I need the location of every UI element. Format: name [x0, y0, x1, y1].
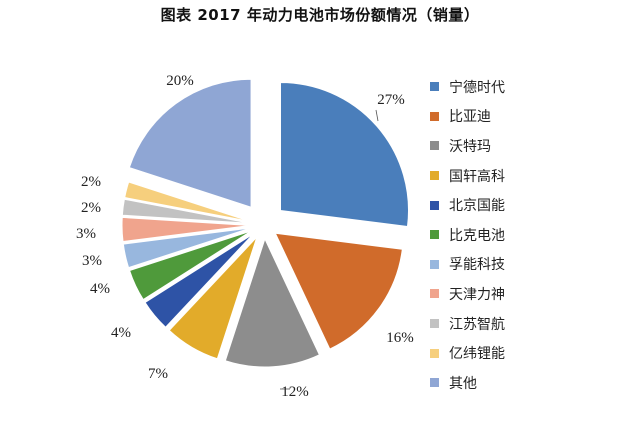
legend-item: 比克电池 [430, 220, 600, 250]
legend-swatch [430, 111, 439, 121]
legend-item: 孚能科技 [430, 250, 600, 280]
legend-label: 国轩高科 [449, 168, 505, 185]
pie-slice-8 [121, 216, 251, 243]
legend-swatch [430, 319, 439, 329]
legend-label: 孚能科技 [449, 257, 505, 274]
slice-label-1: 27% [377, 92, 405, 108]
legend-label: 江苏智航 [449, 316, 505, 333]
slice-label-6: 4% [90, 281, 110, 297]
legend-label: 比亚迪 [449, 109, 491, 126]
chart-title: 图表 2017 年动力电池市场份额情况（销量） [160, 6, 480, 24]
slice-label-7: 3% [82, 253, 102, 269]
legend-item: 国轩高科 [430, 161, 600, 191]
pie-slice-11 [128, 78, 252, 208]
slice-label-4: 7% [148, 366, 168, 382]
legend-swatch [430, 141, 439, 151]
pie-slice-3 [224, 237, 321, 368]
legend-label: 比克电池 [449, 227, 505, 244]
leader-line [375, 109, 379, 122]
pie-slice-9 [121, 198, 251, 224]
legend-swatch [430, 378, 439, 388]
legend-item: 天津力神 [430, 279, 600, 309]
legend-label: 北京国能 [449, 198, 505, 215]
legend-item: 亿纬锂能 [430, 338, 600, 368]
slice-label-3: 12% [281, 384, 309, 400]
slice-label-9: 2% [81, 200, 101, 216]
slice-label-2: 16% [386, 330, 414, 346]
legend-swatch [430, 171, 439, 181]
legend: 宁德时代比亚迪沃特玛国轩高科北京国能比克电池孚能科技天津力神江苏智航亿纬锂能其他 [430, 72, 600, 398]
legend-label: 其他 [449, 375, 477, 392]
slice-label-5: 4% [111, 325, 131, 341]
legend-label: 宁德时代 [449, 79, 505, 96]
legend-swatch [430, 289, 439, 299]
legend-swatch [430, 200, 439, 210]
legend-item: 比亚迪 [430, 102, 600, 132]
pie-slice-2 [274, 232, 403, 350]
legend-swatch [430, 259, 439, 269]
pie-slice-5 [144, 233, 254, 328]
legend-item: 其他 [430, 368, 600, 398]
legend-swatch [430, 82, 439, 92]
pie-slice-1 [280, 81, 409, 228]
legend-label: 沃特玛 [449, 138, 491, 155]
legend-item: 北京国能 [430, 190, 600, 220]
legend-swatch [430, 230, 439, 240]
pie-slice-4 [168, 236, 258, 360]
legend-swatch [430, 348, 439, 358]
pie-slice-6 [128, 230, 252, 301]
legend-label: 亿纬锂能 [449, 346, 505, 363]
slice-label-10: 2% [81, 174, 101, 190]
legend-label: 天津力神 [449, 286, 505, 303]
slice-label-8: 3% [76, 226, 96, 242]
pie-slice-10 [124, 181, 251, 223]
pie-slice-7 [122, 227, 251, 269]
slice-label-11: 20% [166, 73, 194, 89]
legend-item: 宁德时代 [430, 72, 600, 102]
legend-item: 沃特玛 [430, 131, 600, 161]
legend-item: 江苏智航 [430, 309, 600, 339]
